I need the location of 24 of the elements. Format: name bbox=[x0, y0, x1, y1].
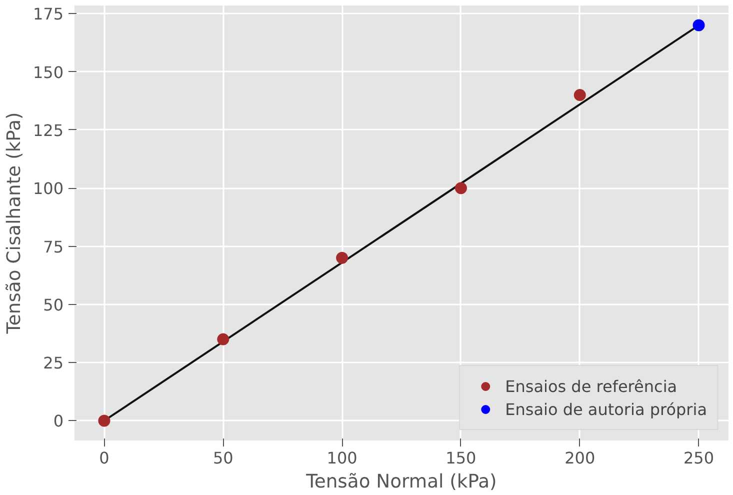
y-axis-title: Tensão Cisalhante (kPa) bbox=[4, 112, 25, 335]
point bbox=[574, 89, 586, 102]
y-tick-label: 25 bbox=[43, 354, 64, 373]
x-tick-label: 50 bbox=[212, 448, 234, 468]
point bbox=[692, 19, 705, 32]
y-tick-label: 50 bbox=[43, 295, 64, 314]
y-tick-label: 175 bbox=[32, 4, 64, 24]
y-tick-label: 0 bbox=[53, 412, 64, 431]
point bbox=[217, 333, 230, 346]
legend-label: Ensaio de autoria própria bbox=[505, 400, 707, 418]
y-tick-label: 150 bbox=[32, 62, 64, 82]
point bbox=[454, 182, 467, 194]
x-tick-label: 200 bbox=[564, 448, 596, 468]
y-tick-label: 75 bbox=[43, 237, 64, 256]
x-tick-label: 100 bbox=[326, 448, 358, 468]
point bbox=[336, 252, 348, 264]
x-axis-title: Tensão Normal (kPa) bbox=[305, 472, 497, 492]
x-tick-label: 0 bbox=[99, 448, 110, 468]
y-tick-label: 100 bbox=[32, 179, 64, 198]
y-tick-label: 125 bbox=[32, 120, 64, 140]
point bbox=[98, 414, 110, 427]
x-tick-label: 250 bbox=[684, 448, 714, 468]
legend-label: Ensaios de referência bbox=[505, 376, 678, 396]
x-tick-label: 150 bbox=[446, 448, 476, 468]
